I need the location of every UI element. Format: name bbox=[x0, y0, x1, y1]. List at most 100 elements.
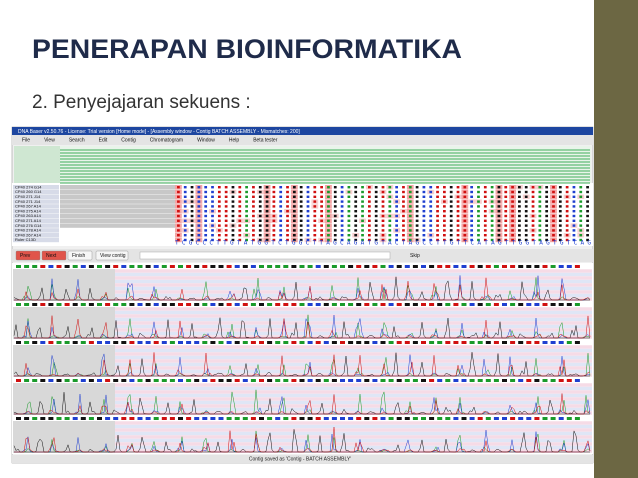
base-tick bbox=[381, 224, 385, 227]
button[interactable]: Finish bbox=[67, 250, 93, 261]
base-call bbox=[178, 417, 183, 420]
base-tick bbox=[286, 224, 289, 227]
menu-item[interactable]: Help bbox=[229, 137, 240, 143]
base-call bbox=[129, 341, 135, 344]
base-tick bbox=[217, 210, 221, 213]
base-tick bbox=[395, 238, 399, 242]
base-call bbox=[259, 417, 264, 420]
base-call bbox=[372, 379, 378, 382]
base-call bbox=[550, 341, 556, 344]
base-tick bbox=[518, 210, 521, 213]
base-tick bbox=[415, 229, 419, 232]
base-tick bbox=[231, 186, 235, 189]
menu-item[interactable]: Window bbox=[197, 137, 215, 143]
base-tick bbox=[177, 200, 180, 203]
base-call bbox=[56, 417, 62, 420]
base-tick bbox=[177, 234, 180, 237]
base-tick bbox=[545, 224, 549, 227]
base-tick bbox=[565, 190, 569, 194]
base-tick bbox=[483, 195, 487, 198]
base-tick bbox=[245, 229, 248, 232]
base-tick bbox=[197, 195, 201, 198]
menu-item[interactable]: Chromatogram bbox=[150, 137, 183, 143]
base-tick bbox=[183, 190, 187, 194]
base-call bbox=[218, 379, 224, 382]
base-tick bbox=[374, 229, 378, 232]
base-tick bbox=[477, 186, 480, 189]
base-tick bbox=[456, 190, 460, 194]
base-tick bbox=[497, 200, 501, 203]
base-tick bbox=[470, 219, 474, 222]
button[interactable]: View contig bbox=[95, 250, 129, 261]
base-tick bbox=[456, 219, 460, 222]
base-tick bbox=[429, 219, 433, 222]
base-tick bbox=[518, 219, 521, 222]
base-call bbox=[510, 417, 516, 420]
base-call bbox=[364, 341, 370, 344]
menu-item[interactable]: File bbox=[22, 137, 30, 143]
base-tick bbox=[327, 214, 330, 218]
base-call bbox=[48, 265, 54, 268]
base-tick bbox=[422, 219, 426, 222]
base-tick bbox=[477, 195, 480, 198]
base-call bbox=[242, 341, 248, 344]
base-tick bbox=[313, 238, 317, 242]
base-tick bbox=[388, 210, 392, 213]
base-tick bbox=[374, 224, 378, 227]
base-call bbox=[242, 379, 248, 382]
base-tick bbox=[552, 219, 555, 222]
base-tick bbox=[313, 210, 317, 213]
base-tick bbox=[449, 186, 453, 189]
base-call bbox=[250, 341, 256, 344]
base-call bbox=[137, 341, 143, 344]
base-call bbox=[283, 341, 289, 344]
menu-item[interactable]: Edit bbox=[99, 137, 108, 143]
base-call bbox=[121, 379, 127, 382]
menu-item[interactable]: View bbox=[44, 137, 55, 143]
base-call bbox=[510, 265, 516, 268]
base-tick bbox=[190, 224, 194, 227]
base-tick bbox=[252, 200, 255, 203]
base-call bbox=[550, 379, 556, 382]
base-tick bbox=[217, 195, 221, 198]
base-call bbox=[502, 303, 507, 306]
base-tick bbox=[217, 224, 221, 227]
base-tick bbox=[443, 205, 446, 208]
base-call bbox=[275, 265, 281, 268]
base-tick bbox=[524, 234, 528, 237]
base-tick bbox=[443, 234, 446, 237]
base-tick bbox=[238, 229, 242, 232]
menu-item[interactable]: Search bbox=[69, 137, 85, 143]
base-call bbox=[105, 303, 111, 306]
base-tick bbox=[402, 234, 405, 237]
base-call bbox=[234, 303, 240, 306]
base-tick bbox=[347, 224, 351, 227]
row-gray bbox=[60, 228, 175, 233]
button[interactable]: Prev bbox=[15, 250, 41, 261]
base-tick bbox=[286, 200, 289, 203]
base-call bbox=[445, 265, 451, 268]
base-call bbox=[129, 417, 135, 420]
base-tick bbox=[292, 229, 296, 232]
base-tick bbox=[531, 214, 535, 218]
base-tick bbox=[183, 214, 187, 218]
base-tick bbox=[558, 224, 562, 227]
row-name-bg bbox=[13, 237, 59, 243]
base-call bbox=[56, 341, 62, 344]
base-tick bbox=[552, 195, 555, 198]
base-tick bbox=[463, 205, 467, 208]
base-tick bbox=[279, 200, 283, 203]
base-tick bbox=[190, 200, 194, 203]
base-tick bbox=[313, 190, 317, 194]
base-call bbox=[186, 379, 192, 382]
menu-item[interactable]: Contig bbox=[121, 137, 136, 143]
menu-item[interactable]: Beta tester bbox=[253, 137, 278, 143]
base-call bbox=[24, 265, 30, 268]
base-tick bbox=[463, 200, 467, 203]
base-tick bbox=[183, 224, 187, 227]
base-tick bbox=[531, 224, 535, 227]
base-tick bbox=[545, 229, 549, 232]
button[interactable]: Next bbox=[41, 250, 67, 261]
base-tick bbox=[415, 195, 419, 198]
base-call bbox=[437, 303, 443, 306]
